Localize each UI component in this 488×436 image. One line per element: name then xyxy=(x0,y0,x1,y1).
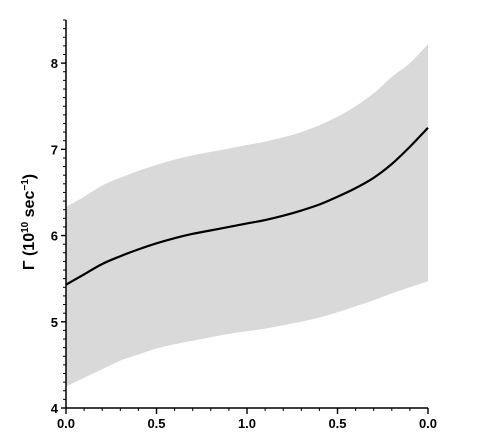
x-tick-label: 0.5 xyxy=(147,416,165,431)
y-tick-label: 5 xyxy=(51,315,58,330)
y-tick-label: 4 xyxy=(51,401,59,416)
x-tick-label: 1.0 xyxy=(238,416,256,431)
tick-labels: 4 5 6 7 8 0.0 0.5 1.0 0.5 0.0 xyxy=(51,56,437,431)
y-tick-label: 8 xyxy=(51,56,58,71)
tick-marks xyxy=(61,19,429,414)
central-curve xyxy=(65,127,429,286)
x-tick-label: 0.0 xyxy=(419,416,437,431)
x-tick-label: 0.5 xyxy=(328,416,346,431)
plot-area xyxy=(65,44,429,387)
y-tick-label: 7 xyxy=(51,142,58,157)
y-axis-label: Γ (1010 sec−1) xyxy=(20,174,38,270)
y-tick-label: 6 xyxy=(51,229,58,244)
uncertainty-band xyxy=(66,44,428,387)
x-tick-label: 0.0 xyxy=(57,416,75,431)
